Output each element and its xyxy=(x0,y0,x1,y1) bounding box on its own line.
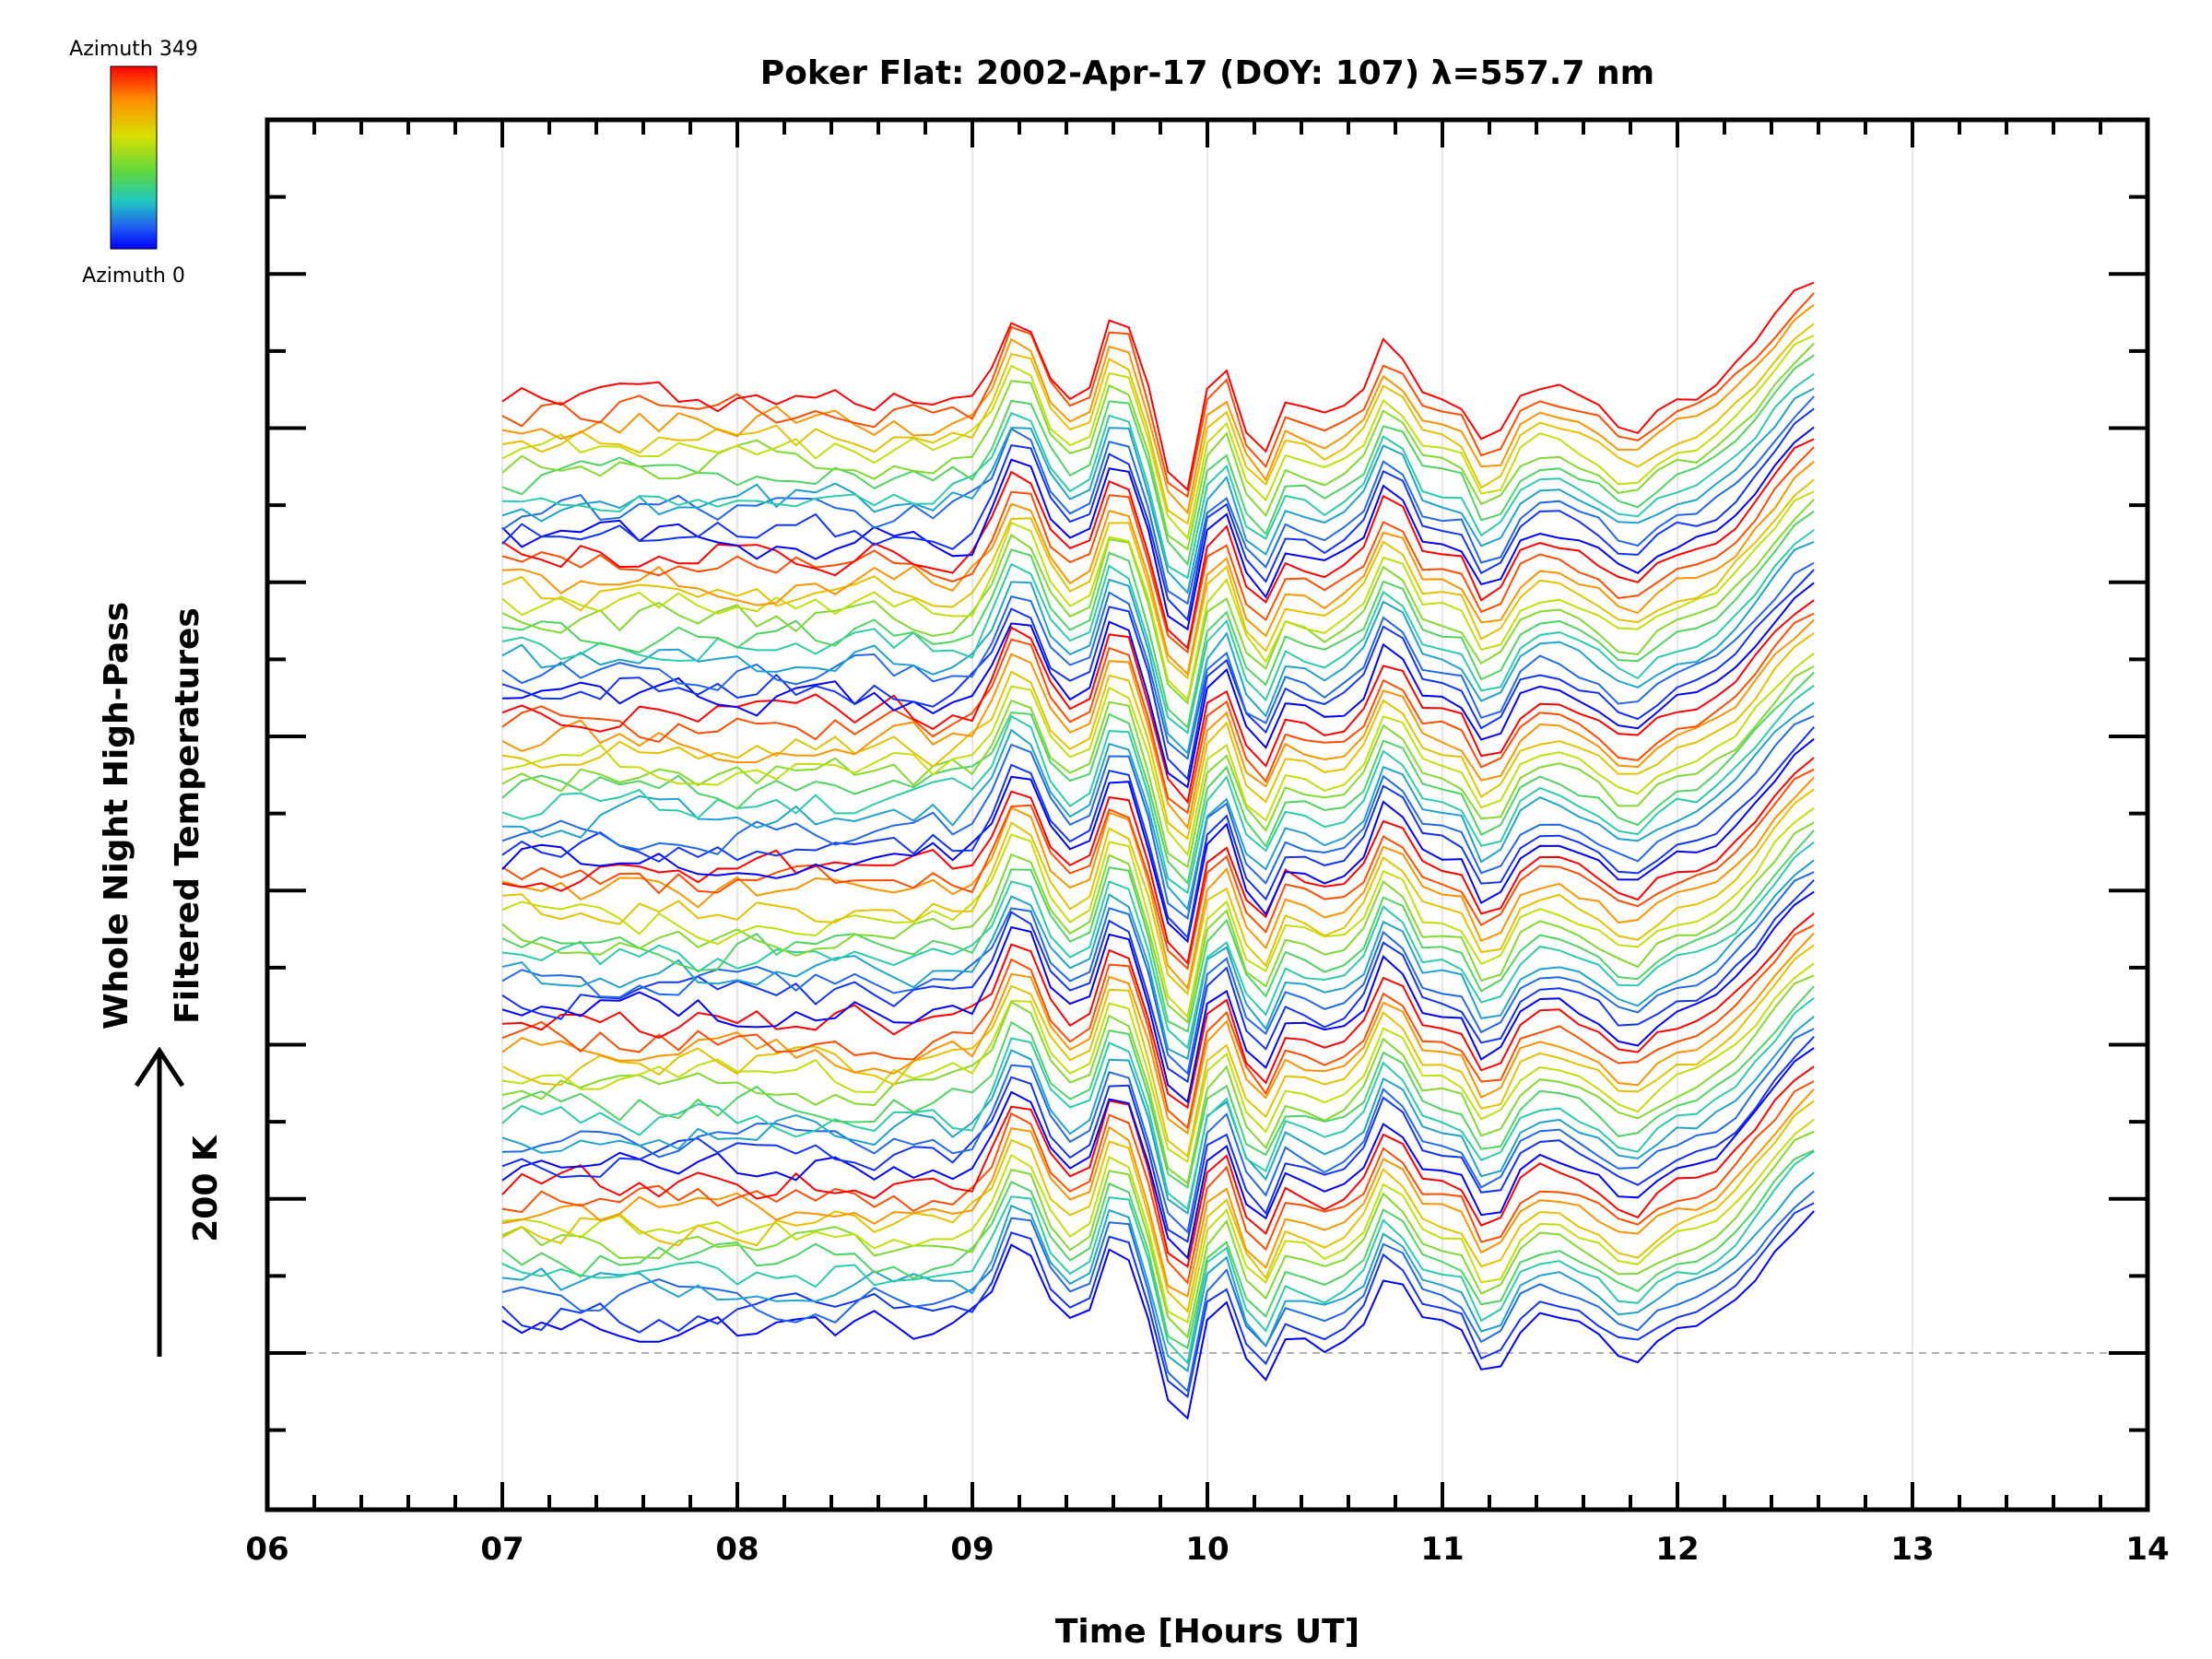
series-line xyxy=(501,665,1815,869)
series-line xyxy=(501,701,1815,912)
scale-arrow: 200 K xyxy=(134,1046,225,1357)
colorbar-top-label: Azimuth 349 xyxy=(69,38,198,61)
x-tick-label: 08 xyxy=(715,1531,759,1568)
series-line xyxy=(501,671,1815,886)
series-line xyxy=(501,478,1815,680)
series-line xyxy=(501,372,1815,580)
series-line xyxy=(501,1080,1815,1286)
series-line xyxy=(501,1148,1815,1350)
series-line xyxy=(501,996,1815,1211)
series-line xyxy=(501,1065,1815,1268)
x-tick-label: 10 xyxy=(1185,1531,1229,1568)
series-line xyxy=(501,612,1815,815)
x-gridlines xyxy=(501,120,1913,1510)
colorbar-gradient xyxy=(110,65,158,250)
x-tick-label: 07 xyxy=(480,1531,524,1568)
series-line xyxy=(501,1118,1815,1324)
series-line xyxy=(501,932,1815,1135)
y-axis-title-line1: Whole Night High-Pass xyxy=(98,602,135,1030)
series-line xyxy=(501,1100,1815,1313)
series-line xyxy=(501,962,1815,1164)
series-line xyxy=(501,490,1815,702)
series-line xyxy=(501,924,1815,1130)
series-line xyxy=(501,871,1815,1076)
x-tick-label: 12 xyxy=(1655,1531,1699,1568)
series-line xyxy=(501,830,1815,1033)
series-line xyxy=(501,387,1815,595)
series-line xyxy=(501,561,1815,760)
series-line xyxy=(501,446,1815,654)
colorbar-bottom-label: Azimuth 0 xyxy=(82,265,185,288)
series-line xyxy=(501,714,1815,921)
colorbar: Azimuth 349 Azimuth 0 xyxy=(69,38,198,288)
series-line xyxy=(501,1130,1815,1339)
series-line xyxy=(501,407,1815,622)
series-line xyxy=(501,1028,1815,1234)
series-line xyxy=(501,510,1815,730)
series-line xyxy=(501,806,1815,1019)
series-line xyxy=(501,1171,1815,1373)
series-line xyxy=(501,974,1815,1185)
scale-arrow-head xyxy=(134,1046,185,1088)
series-line xyxy=(501,1088,1815,1299)
series-line xyxy=(501,652,1815,857)
series-line xyxy=(501,1150,1815,1365)
series-line xyxy=(501,395,1815,606)
series-line xyxy=(501,985,1815,1189)
x-tick-labels: 06 07 08 09 10 11 12 13 14 xyxy=(245,1531,2169,1568)
series-line xyxy=(501,859,1815,1061)
series-line xyxy=(501,1190,1815,1394)
series-line xyxy=(501,1036,1815,1243)
x-axis-title: Time [Hours UT] xyxy=(1055,1613,1359,1651)
x-tick-label: 13 xyxy=(1890,1531,1934,1568)
series-line xyxy=(501,426,1815,631)
series-line xyxy=(501,303,1815,515)
series-line xyxy=(501,632,1815,841)
series-line xyxy=(501,599,1815,805)
series-line xyxy=(501,461,1815,677)
series-line xyxy=(501,1047,1815,1260)
axis-ticks xyxy=(265,118,2149,1510)
series-line xyxy=(501,335,1815,541)
series-line xyxy=(501,890,1815,1104)
x-tick-label: 06 xyxy=(245,1531,288,1568)
x-tick-label: 14 xyxy=(2125,1531,2169,1568)
series-line xyxy=(501,540,1815,756)
series-line xyxy=(501,281,1815,492)
x-tick-label: 09 xyxy=(950,1531,994,1568)
series-line xyxy=(501,841,1815,1050)
series-line xyxy=(501,912,1815,1110)
scale-label: 200 K xyxy=(187,1135,225,1242)
series-line xyxy=(501,757,1815,966)
y-axis-title-line2: Filtered Temperatures xyxy=(169,607,206,1024)
series-line xyxy=(501,292,1815,499)
series-line xyxy=(501,582,1815,789)
series-line xyxy=(501,788,1815,996)
series-line xyxy=(501,618,1815,830)
series-line xyxy=(501,499,1815,705)
series-line xyxy=(501,879,1815,1084)
series-line xyxy=(501,944,1815,1159)
series-line xyxy=(501,438,1815,651)
series-line xyxy=(501,821,1815,1024)
y-axis-title: Whole Night High-Pass Filtered Temperatu… xyxy=(98,602,206,1030)
series-line xyxy=(501,1202,1815,1399)
series-line xyxy=(501,737,1815,944)
series-line xyxy=(501,768,1815,971)
series-line xyxy=(501,776,1815,991)
x-tick-label: 11 xyxy=(1420,1531,1464,1568)
series-line xyxy=(501,1016,1815,1216)
series-line xyxy=(501,354,1815,567)
chart-title: Poker Flat: 2002-Apr-17 (DOY: 107) λ=557… xyxy=(760,54,1654,92)
series-lines xyxy=(501,281,1815,1420)
series-line xyxy=(501,726,1815,940)
